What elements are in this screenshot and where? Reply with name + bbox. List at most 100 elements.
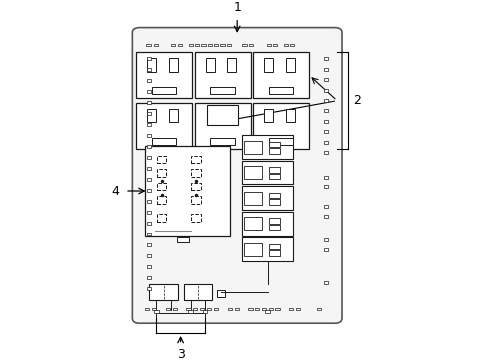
Bar bbox=[206, 104, 238, 125]
Bar bbox=[165, 308, 170, 310]
Bar bbox=[252, 103, 308, 149]
Bar bbox=[205, 58, 214, 72]
Bar bbox=[193, 308, 197, 310]
Bar bbox=[220, 44, 224, 46]
Bar bbox=[157, 156, 166, 163]
Bar bbox=[269, 219, 280, 224]
Bar bbox=[213, 308, 218, 310]
Bar bbox=[147, 145, 151, 148]
Bar bbox=[146, 44, 150, 46]
Bar bbox=[269, 167, 280, 172]
Text: 1: 1 bbox=[233, 1, 241, 14]
Bar bbox=[202, 310, 206, 313]
Bar bbox=[288, 308, 292, 310]
Bar bbox=[324, 215, 327, 218]
Bar bbox=[210, 87, 234, 94]
Bar bbox=[147, 79, 151, 82]
Bar bbox=[190, 197, 200, 204]
Bar bbox=[324, 141, 327, 144]
Bar bbox=[324, 248, 327, 251]
Bar bbox=[324, 238, 327, 241]
Bar bbox=[324, 205, 327, 208]
Bar bbox=[188, 310, 192, 313]
Bar bbox=[324, 57, 327, 60]
Bar bbox=[188, 44, 193, 46]
Bar bbox=[206, 308, 211, 310]
Bar bbox=[316, 308, 321, 310]
Bar bbox=[324, 151, 327, 154]
Bar bbox=[147, 211, 151, 213]
Bar bbox=[295, 308, 300, 310]
Bar bbox=[242, 135, 293, 159]
Bar bbox=[153, 44, 158, 46]
Bar bbox=[172, 308, 177, 310]
Bar bbox=[324, 78, 327, 81]
Bar bbox=[157, 169, 166, 176]
Bar bbox=[194, 103, 250, 149]
Bar bbox=[324, 185, 327, 188]
Bar bbox=[242, 161, 293, 184]
Bar bbox=[275, 308, 279, 310]
Bar bbox=[147, 189, 151, 192]
Bar bbox=[244, 166, 262, 179]
Bar bbox=[242, 186, 293, 210]
Bar bbox=[190, 156, 200, 163]
Bar bbox=[147, 90, 151, 93]
Bar bbox=[201, 44, 205, 46]
Bar bbox=[268, 308, 272, 310]
Bar bbox=[261, 308, 265, 310]
Bar bbox=[147, 134, 151, 137]
Bar bbox=[144, 308, 149, 310]
Bar bbox=[147, 68, 151, 71]
Bar bbox=[226, 58, 236, 72]
Bar bbox=[244, 243, 262, 256]
Bar bbox=[265, 310, 269, 313]
Bar bbox=[272, 44, 277, 46]
Bar bbox=[269, 148, 280, 154]
Bar bbox=[324, 89, 327, 91]
Bar bbox=[248, 44, 252, 46]
Bar bbox=[269, 244, 280, 249]
Bar bbox=[147, 243, 151, 246]
Bar bbox=[147, 178, 151, 181]
Bar bbox=[242, 44, 246, 46]
Bar bbox=[268, 138, 293, 144]
Bar bbox=[147, 221, 151, 225]
Bar bbox=[207, 44, 212, 46]
Bar bbox=[195, 44, 199, 46]
Bar bbox=[190, 183, 200, 190]
Bar bbox=[324, 99, 327, 102]
Bar bbox=[242, 237, 293, 261]
Bar bbox=[136, 103, 192, 149]
Bar bbox=[324, 68, 327, 71]
Bar bbox=[147, 276, 151, 279]
Bar bbox=[252, 52, 308, 98]
Bar bbox=[147, 58, 156, 72]
Bar bbox=[168, 58, 177, 72]
Bar bbox=[147, 255, 151, 257]
Bar bbox=[190, 215, 200, 222]
Bar bbox=[268, 87, 293, 94]
Bar bbox=[269, 199, 280, 205]
Bar bbox=[152, 308, 156, 310]
Bar bbox=[186, 308, 190, 310]
Bar bbox=[244, 217, 262, 230]
Bar bbox=[147, 287, 151, 290]
Bar bbox=[147, 109, 156, 122]
Bar bbox=[151, 87, 176, 94]
Bar bbox=[183, 284, 211, 300]
Bar bbox=[168, 109, 177, 122]
Text: 4: 4 bbox=[111, 185, 119, 198]
Bar bbox=[154, 310, 158, 313]
Bar bbox=[147, 123, 151, 126]
Bar bbox=[216, 290, 225, 297]
Bar bbox=[144, 146, 229, 236]
Bar bbox=[266, 44, 270, 46]
Bar bbox=[149, 284, 177, 300]
Bar bbox=[285, 58, 294, 72]
Bar bbox=[147, 233, 151, 235]
Bar bbox=[214, 44, 218, 46]
Bar bbox=[136, 52, 192, 98]
Bar bbox=[170, 44, 175, 46]
Bar bbox=[210, 138, 234, 144]
